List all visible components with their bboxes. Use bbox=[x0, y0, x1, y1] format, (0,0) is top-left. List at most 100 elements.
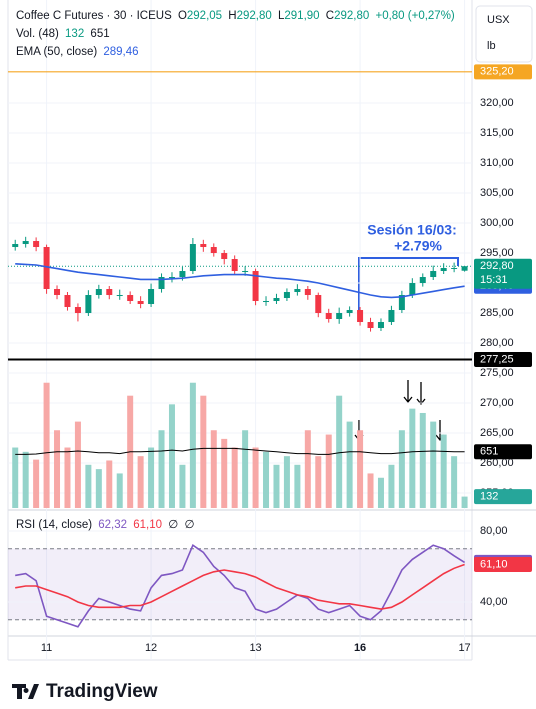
arrow bbox=[416, 382, 426, 406]
rsi-label: RSI (14, close) bbox=[16, 519, 93, 531]
candle-body bbox=[179, 271, 186, 278]
volume-bar bbox=[398, 430, 405, 508]
volume-bar bbox=[33, 459, 40, 508]
last-price-badge-time: 15:31 bbox=[480, 274, 508, 286]
y-tick-label: 285,00 bbox=[480, 307, 514, 319]
candle-body bbox=[461, 266, 468, 271]
candle-body bbox=[419, 277, 426, 284]
candle-body bbox=[315, 295, 322, 314]
candle-body bbox=[231, 259, 238, 272]
y-tick-label: 275,00 bbox=[480, 367, 514, 379]
candle-body bbox=[221, 253, 228, 260]
candle-body bbox=[148, 289, 155, 305]
symbol: Coffee C Futures · 30 · ICEUS bbox=[16, 10, 172, 22]
y-tick-label: 265,00 bbox=[480, 427, 514, 439]
o-value: 292,05 bbox=[186, 10, 223, 22]
candle-body bbox=[451, 268, 458, 270]
ema-value: 289,46 bbox=[103, 46, 139, 58]
ema-label: EMA (50, close) bbox=[16, 46, 98, 58]
na: ∅ bbox=[168, 519, 179, 531]
volume-ma-badge-bg bbox=[474, 444, 532, 460]
l-value: 291,90 bbox=[284, 10, 320, 22]
volume-bar bbox=[461, 496, 468, 508]
candle-body bbox=[304, 289, 311, 296]
y-tick-label: 295,00 bbox=[480, 247, 514, 259]
vol-ma-value: 651 bbox=[90, 28, 110, 40]
volume-bar bbox=[336, 395, 343, 508]
change: +0,80 (+0,27%) bbox=[375, 10, 455, 22]
volume-bar bbox=[148, 447, 155, 508]
candle-body bbox=[200, 244, 207, 248]
last-price-badge: 292,80 bbox=[480, 260, 514, 272]
candle-body bbox=[43, 247, 50, 290]
candle-body bbox=[33, 241, 40, 248]
arrow bbox=[403, 380, 413, 404]
volume-bar bbox=[221, 438, 228, 508]
rsi-ma-value: 61,10 bbox=[133, 519, 163, 531]
na: ∅ bbox=[184, 519, 195, 531]
legend-line: RSI (14, close) 62,32 61,10 ∅ ∅ bbox=[16, 517, 198, 531]
volume-bar bbox=[430, 421, 437, 508]
brand: TradingView bbox=[46, 681, 158, 702]
candle-body bbox=[409, 283, 416, 296]
last-price-badge-bg bbox=[474, 258, 532, 289]
candle-body bbox=[252, 271, 259, 302]
candle-body bbox=[116, 295, 123, 297]
logo-icon bbox=[12, 684, 39, 699]
unit-box[interactable] bbox=[475, 5, 533, 63]
x-tick-label: 12 bbox=[145, 642, 157, 654]
candle-body bbox=[127, 295, 134, 302]
y-tick-label: 315,00 bbox=[480, 127, 514, 139]
candle-body bbox=[336, 313, 343, 320]
candle-body bbox=[294, 289, 301, 293]
volume-bar bbox=[283, 456, 290, 508]
volume-bar bbox=[231, 447, 238, 508]
price-badge-bg bbox=[474, 64, 532, 80]
volume-bar bbox=[95, 469, 102, 508]
volume-bar bbox=[242, 430, 249, 508]
y-tick-label: 40,00 bbox=[480, 596, 508, 608]
candle-body bbox=[210, 247, 217, 254]
volume-bar bbox=[74, 421, 81, 508]
volume-bar bbox=[263, 451, 270, 508]
candle-body bbox=[357, 310, 364, 323]
volume-bar bbox=[388, 464, 395, 508]
currency: USX bbox=[487, 14, 510, 26]
h-label: H bbox=[228, 10, 237, 22]
volume-bar bbox=[325, 434, 332, 508]
candle-body bbox=[106, 289, 113, 296]
volume-bar bbox=[106, 460, 113, 508]
rsi-line bbox=[15, 543, 466, 628]
y-tick-label: 270,00 bbox=[480, 397, 514, 409]
volume-bar bbox=[210, 430, 217, 508]
candle-body bbox=[85, 295, 92, 314]
volume-bar bbox=[367, 473, 374, 508]
candle-body bbox=[263, 301, 270, 303]
candle-body bbox=[64, 295, 71, 308]
candle-body bbox=[398, 295, 405, 311]
x-tick-label: 13 bbox=[249, 642, 261, 654]
c-value: 292,80 bbox=[334, 10, 370, 22]
volume-bar bbox=[409, 408, 416, 508]
x-tick-label: 16 bbox=[354, 642, 366, 654]
o-label: O bbox=[177, 10, 187, 22]
x-tick-label: 17 bbox=[458, 642, 470, 654]
y-tick-label: 80,00 bbox=[480, 525, 508, 537]
volume-bar bbox=[179, 464, 186, 508]
volume-bar bbox=[252, 447, 259, 508]
unit: lb bbox=[487, 40, 496, 52]
y-tick-label: 320,00 bbox=[480, 97, 514, 109]
candle-body bbox=[388, 310, 395, 323]
price-badge-bg bbox=[474, 352, 532, 368]
volume-bar bbox=[200, 395, 207, 508]
h-value: 292,80 bbox=[236, 10, 272, 22]
ema-line bbox=[15, 263, 465, 299]
candle-body bbox=[430, 271, 437, 278]
rsi-badge: 61,10 bbox=[480, 558, 508, 570]
volume-bar bbox=[451, 456, 458, 508]
volume-bar bbox=[346, 421, 353, 508]
volume-bar bbox=[85, 464, 92, 508]
logo: TradingView bbox=[12, 681, 158, 702]
